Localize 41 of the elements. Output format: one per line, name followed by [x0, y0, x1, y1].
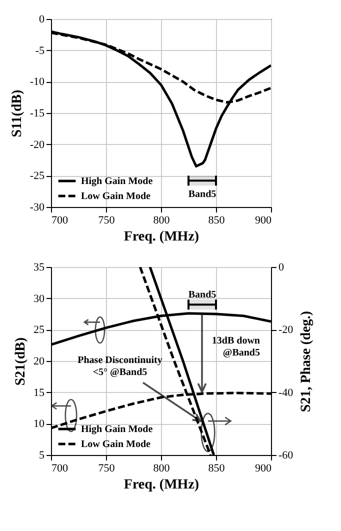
x-axis-title: Freq. (MHz): [124, 230, 200, 244]
legend-label: Low Gain Mode: [81, 439, 152, 450]
annotation: Phase Discontinuity <5° @Band5: [78, 355, 162, 378]
legend-label: High Gain Mode: [81, 176, 154, 187]
y-tick-label: -25: [30, 170, 45, 182]
y-tick-label: 10: [34, 418, 45, 430]
y-tick-label: 15: [34, 386, 45, 399]
x-tick-label: 800: [153, 214, 170, 226]
y2-tick-label: -40: [278, 386, 294, 399]
y-axis-title: S11(dB): [10, 89, 25, 138]
y-tick-label: 30: [34, 292, 45, 305]
y-tick-label: 35: [34, 262, 45, 274]
x-tick-label: 700: [52, 214, 68, 226]
y-tick-label: -20: [30, 138, 45, 151]
y2-tick-label: 0: [278, 262, 284, 274]
x-tick-label: 800: [153, 462, 170, 474]
y-tick-label: 20: [34, 356, 45, 368]
x-tick-label: 750: [98, 214, 116, 226]
x-tick-label: 700: [52, 462, 68, 474]
y-axis-title: S21(dB): [14, 337, 28, 386]
y2-tick-label: -60: [278, 450, 294, 462]
y2-axis-title: S21, Phase (deg.): [299, 310, 314, 412]
x-tick-label: 850: [208, 462, 226, 474]
band-label: Band5: [188, 289, 216, 300]
y-tick-label: 5: [39, 450, 45, 462]
y-tick-label: -30: [30, 202, 45, 214]
y2-tick-label: -20: [278, 324, 294, 336]
legend-label: Low Gain Mode: [81, 191, 152, 202]
x-tick-label: 750: [98, 462, 116, 474]
y-tick-label: -5: [35, 44, 45, 57]
y-tick-label: -10: [30, 76, 45, 88]
annotation: 13dB down @Band5: [212, 335, 260, 358]
y-tick-label: 25: [34, 324, 45, 336]
y-tick-label: 0: [39, 14, 45, 26]
band-label: Band5: [188, 188, 216, 200]
x-tick-label: 900: [255, 214, 272, 226]
x-tick-label: 900: [255, 462, 272, 474]
legend-label: High Gain Mode: [81, 424, 154, 435]
x-axis-title: Freq. (MHz): [124, 478, 200, 492]
x-tick-label: 850: [208, 214, 226, 226]
y-tick-label: -15: [30, 108, 45, 120]
